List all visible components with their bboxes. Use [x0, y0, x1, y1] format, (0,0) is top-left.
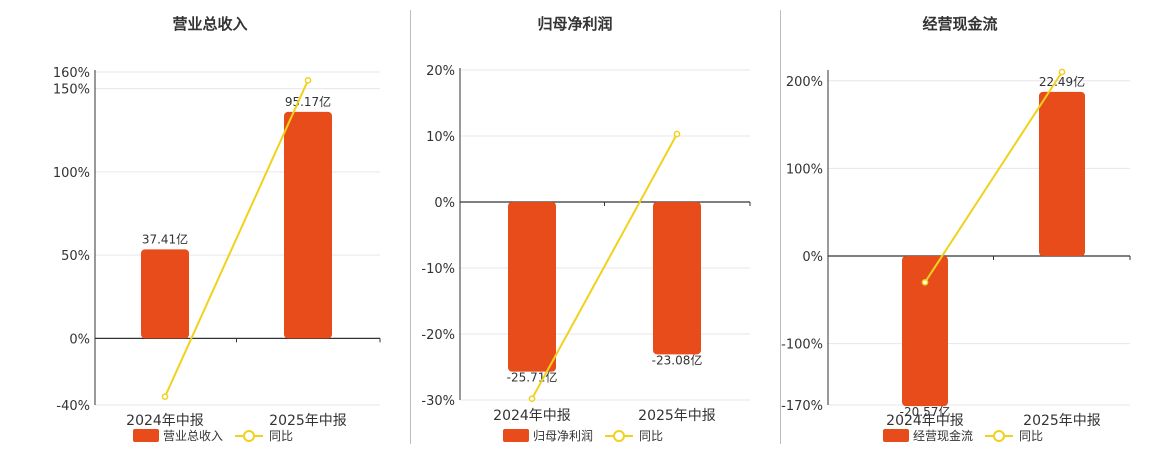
- bar: [653, 202, 701, 355]
- legend-label: 同比: [639, 429, 663, 443]
- bar-value-label: 37.41亿: [142, 231, 188, 246]
- yoy-line: [531, 133, 678, 400]
- yoy-point: [161, 393, 169, 401]
- legend-label: 同比: [1019, 429, 1043, 443]
- cashflow-panel: 经营现金流 -170% -100% 0% 100% 200% -20.57亿 22.49亿 20…: [781, 15, 1131, 443]
- bar: [508, 202, 556, 372]
- legend-label: 经营现金流: [913, 428, 973, 443]
- legend-label: 营业总收入: [163, 429, 223, 443]
- y-tick-label: -10%: [421, 262, 455, 277]
- y-tick-label: 0%: [802, 250, 823, 265]
- yoy-point: [921, 278, 929, 286]
- y-tick-label: 50%: [61, 249, 90, 264]
- chart-title: 归母净利润: [537, 15, 612, 33]
- y-tick-label: -170%: [781, 399, 823, 414]
- profit-panel: 归母净利润 -30% -20% -10% 0% 10% 20% -25.71亿 -23.08亿 2…: [421, 15, 751, 443]
- x-tick-label: 2025年中报: [638, 408, 716, 424]
- yoy-line: [164, 79, 309, 398]
- yoy-point: [304, 76, 312, 84]
- y-tick-label: 0%: [434, 196, 455, 211]
- chart-title: 经营现金流: [922, 15, 997, 33]
- legend-label: 同比: [269, 429, 293, 443]
- bar: [902, 256, 948, 407]
- bar-value-label: -20.57亿: [900, 404, 951, 419]
- legend-label: 归母净利润: [533, 429, 593, 443]
- y-tick-label: -40%: [56, 399, 90, 414]
- revenue-panel: 营业总收入 -40% 0% 50% 100% 150% 160% 37.41亿 95.17亿 20…: [53, 15, 381, 443]
- legend-swatch-bar: [133, 429, 159, 442]
- panel-divider: [410, 10, 411, 444]
- chart-title: 营业总收入: [172, 15, 247, 33]
- y-tick-label: -30%: [421, 394, 455, 409]
- legend-swatch-marker: [243, 430, 255, 442]
- legend-swatch-bar: [883, 429, 909, 442]
- x-tick-label: 2025年中报: [1023, 413, 1101, 429]
- yoy-point: [1058, 68, 1066, 76]
- legend-swatch-marker: [613, 430, 625, 442]
- yoy-point: [528, 395, 536, 403]
- x-tick-label: 2025年中报: [269, 413, 347, 429]
- bar-value-label: 95.17亿: [285, 94, 331, 109]
- y-tick-label: 10%: [426, 130, 455, 145]
- bar-value-label: 22.49亿: [1039, 74, 1085, 89]
- y-tick-label: 160%: [53, 66, 90, 81]
- panel-divider: [780, 10, 781, 444]
- legend-swatch-marker: [993, 430, 1005, 442]
- x-tick-label: 2024年中报: [886, 413, 964, 429]
- yoy-point: [673, 130, 681, 138]
- legend-swatch-bar: [503, 429, 529, 442]
- bar-value-label: -23.08亿: [652, 352, 703, 367]
- x-tick-label: 2024年中报: [126, 413, 204, 429]
- bar: [141, 249, 189, 339]
- y-tick-label: 150%: [53, 83, 90, 98]
- y-tick-label: 100%: [786, 162, 823, 177]
- y-tick-label: -20%: [421, 328, 455, 343]
- y-tick-label: 20%: [426, 64, 455, 79]
- bar: [1039, 91, 1085, 257]
- y-tick-label: 0%: [69, 332, 90, 347]
- y-tick-label: 200%: [786, 75, 823, 90]
- y-tick-label: 100%: [53, 166, 90, 181]
- bar-value-label: -25.71亿: [507, 370, 558, 385]
- x-tick-label: 2024年中报: [493, 408, 571, 424]
- y-tick-label: -100%: [781, 338, 823, 353]
- bar: [284, 111, 332, 339]
- yoy-line: [924, 71, 1063, 283]
